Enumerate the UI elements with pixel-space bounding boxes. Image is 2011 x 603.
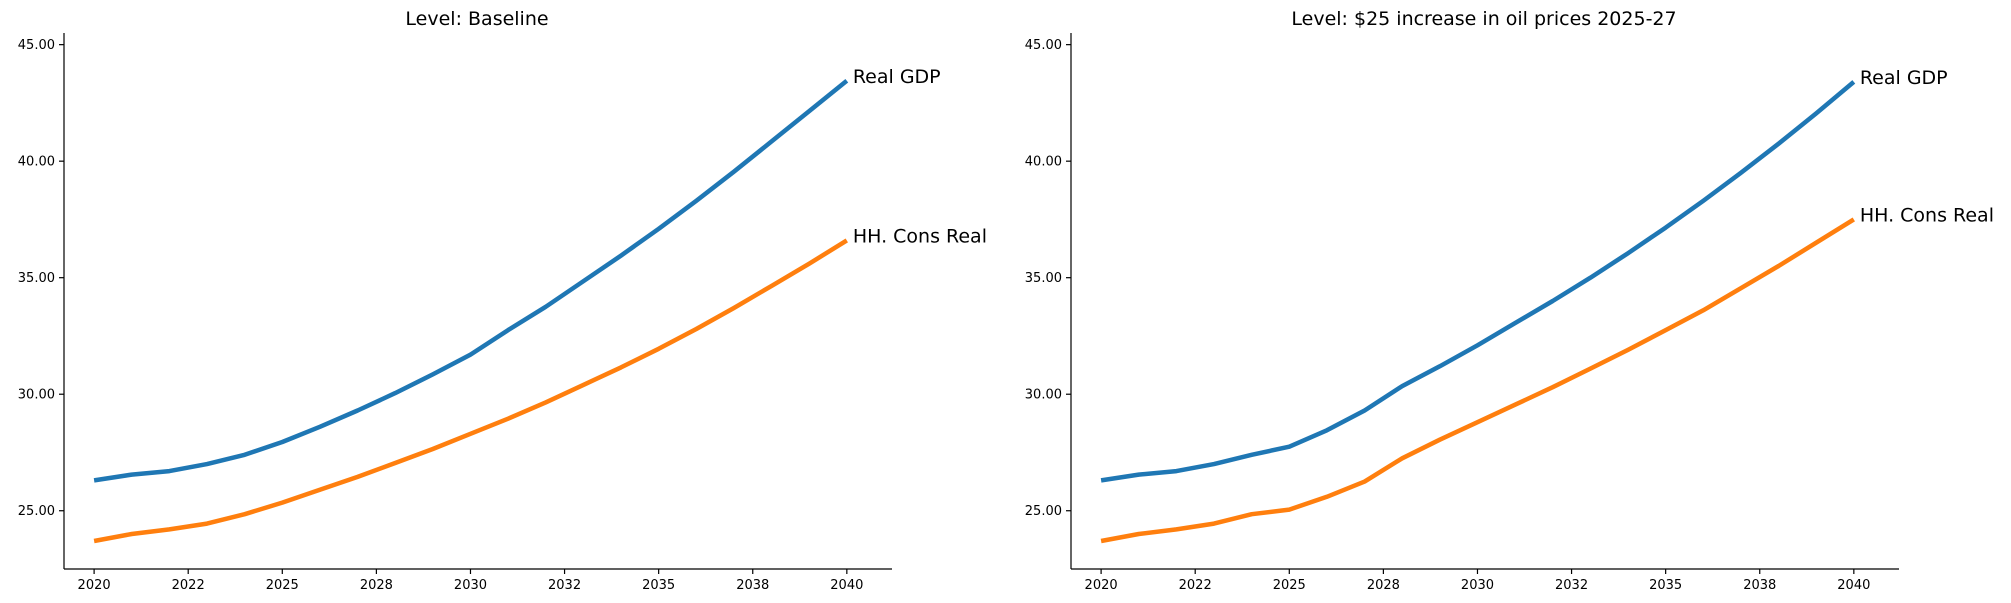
chart-panel-baseline: Level: Baseline 25.00 30.00 35.00 40.00 45.0… — [18, 8, 987, 593]
x-tick-label: 2022 — [172, 578, 205, 593]
y-tick-label: 30.00 — [1025, 388, 1062, 403]
x-tick-label: 2020 — [1085, 578, 1118, 593]
series-group: Real GDP HH. Cons Real — [1100, 67, 1994, 544]
y-axis: 25.00 30.00 35.00 40.00 45.00 — [1025, 33, 1072, 569]
x-tick-label: 2040 — [830, 578, 863, 593]
x-tick-label: 2025 — [1273, 578, 1306, 593]
y-tick-label: 35.00 — [1025, 271, 1062, 286]
x-tick-label: 2032 — [548, 578, 581, 593]
x-tick-label: 2028 — [360, 578, 393, 593]
y-tick-label: 45.00 — [1025, 38, 1062, 53]
series-group: Real GDP HH. Cons Real — [93, 66, 987, 544]
x-axis: 2020 2022 2025 2028 2030 2032 2035 2038 2040 — [1071, 568, 1899, 593]
y-axis: 25.00 30.00 35.00 40.00 45.00 — [18, 33, 65, 569]
x-tick-label: 2038 — [1743, 578, 1776, 593]
x-axis: 2020 2022 2025 2028 2030 2032 2035 2038 2040 — [64, 568, 892, 593]
x-tick-label: 2038 — [736, 578, 769, 593]
x-tick-label: 2030 — [454, 578, 487, 593]
y-tick-label: 25.00 — [18, 504, 55, 519]
x-tick-label: 2035 — [642, 578, 675, 593]
chart-title: Level: $25 increase in oil prices 2025-2… — [1291, 8, 1676, 30]
chart-panel-oil-shock: Level: $25 increase in oil prices 2025-2… — [1025, 8, 1994, 593]
chart-title: Level: Baseline — [405, 8, 548, 30]
series-line-hh-cons-real — [93, 238, 848, 544]
x-tick-label: 2025 — [266, 578, 299, 593]
x-tick-label: 2040 — [1837, 578, 1870, 593]
y-tick-label: 35.00 — [18, 271, 55, 286]
x-tick-label: 2022 — [1179, 578, 1212, 593]
x-tick-label: 2020 — [78, 578, 111, 593]
y-tick-label: 30.00 — [18, 388, 55, 403]
series-end-label: Real GDP — [853, 66, 941, 88]
x-tick-label: 2030 — [1461, 578, 1494, 593]
x-tick-label: 2035 — [1649, 578, 1682, 593]
x-tick-label: 2032 — [1555, 578, 1588, 593]
series-line-real-gdp — [93, 79, 849, 483]
x-tick-label: 2028 — [1367, 578, 1400, 593]
y-tick-label: 45.00 — [18, 38, 55, 53]
series-end-label: HH. Cons Real — [1860, 204, 1994, 226]
series-line-hh-cons-real — [1100, 217, 1855, 544]
y-tick-label: 40.00 — [18, 155, 55, 170]
series-line-real-gdp — [1100, 80, 1856, 483]
y-tick-label: 40.00 — [1025, 155, 1062, 170]
series-end-label: Real GDP — [1860, 67, 1948, 89]
series-end-label: HH. Cons Real — [853, 225, 987, 247]
y-tick-label: 25.00 — [1025, 504, 1062, 519]
